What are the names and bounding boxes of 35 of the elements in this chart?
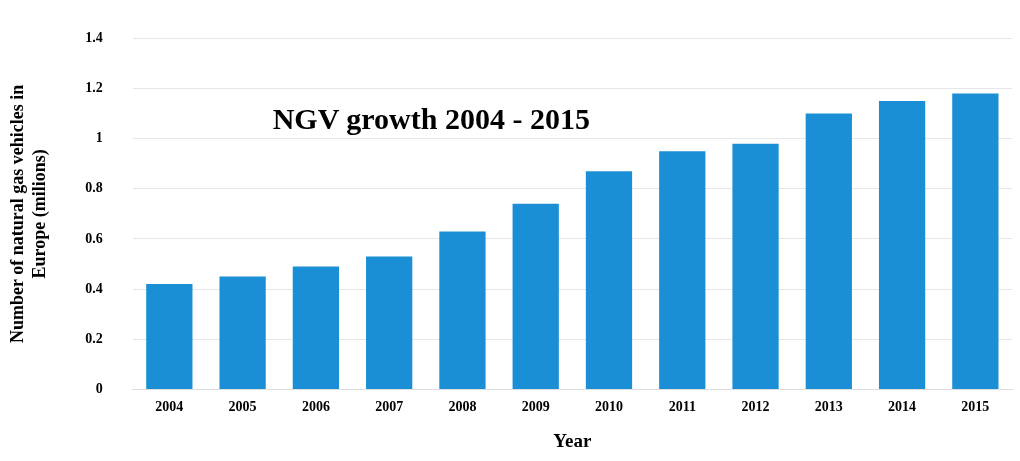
x-tick-label: 2004 — [155, 399, 184, 415]
x-tick-label: 2014 — [888, 399, 917, 415]
y-tick-label: 1 — [95, 130, 103, 146]
text: NGV growth 2004 - 2015 — [272, 102, 590, 136]
x-tick-label: 2011 — [668, 399, 696, 415]
x-tick-label: 2005 — [228, 399, 257, 415]
y-tick-label: 0.6 — [85, 230, 103, 246]
y-tick-label: 0 — [95, 381, 103, 397]
bar — [878, 101, 926, 389]
bar — [659, 151, 706, 389]
x-tick-label: 2006 — [301, 399, 330, 415]
x-tick-label: 2007 — [375, 399, 404, 415]
bar — [512, 203, 559, 389]
y-tick-label: 0.2 — [85, 330, 103, 346]
x-axis-title: Year — [553, 429, 592, 451]
x-tick-label: 2015 — [961, 399, 990, 415]
bar — [805, 113, 852, 389]
bar — [439, 231, 486, 389]
x-tick-label: 2008 — [448, 399, 477, 415]
x-tick-label: 2009 — [521, 399, 550, 415]
x-tick-label: 2012 — [741, 399, 770, 415]
bar — [952, 93, 999, 389]
bar — [146, 284, 193, 389]
y-tick-label: 1.4 — [85, 30, 103, 46]
y-tick-label: 1.2 — [85, 80, 103, 96]
y-tick-label: 0.4 — [85, 280, 103, 296]
y-tick-label: 0.8 — [85, 180, 103, 196]
x-tick-label: 2013 — [814, 399, 843, 415]
y-axis-title: Number of natural gas vehicles in Europe (milions) — [7, 84, 51, 343]
x-tick-label: 2010 — [594, 399, 623, 415]
bar — [219, 276, 266, 389]
bar — [366, 256, 413, 389]
bar — [585, 171, 633, 389]
bar — [732, 143, 779, 389]
bar — [292, 266, 340, 389]
